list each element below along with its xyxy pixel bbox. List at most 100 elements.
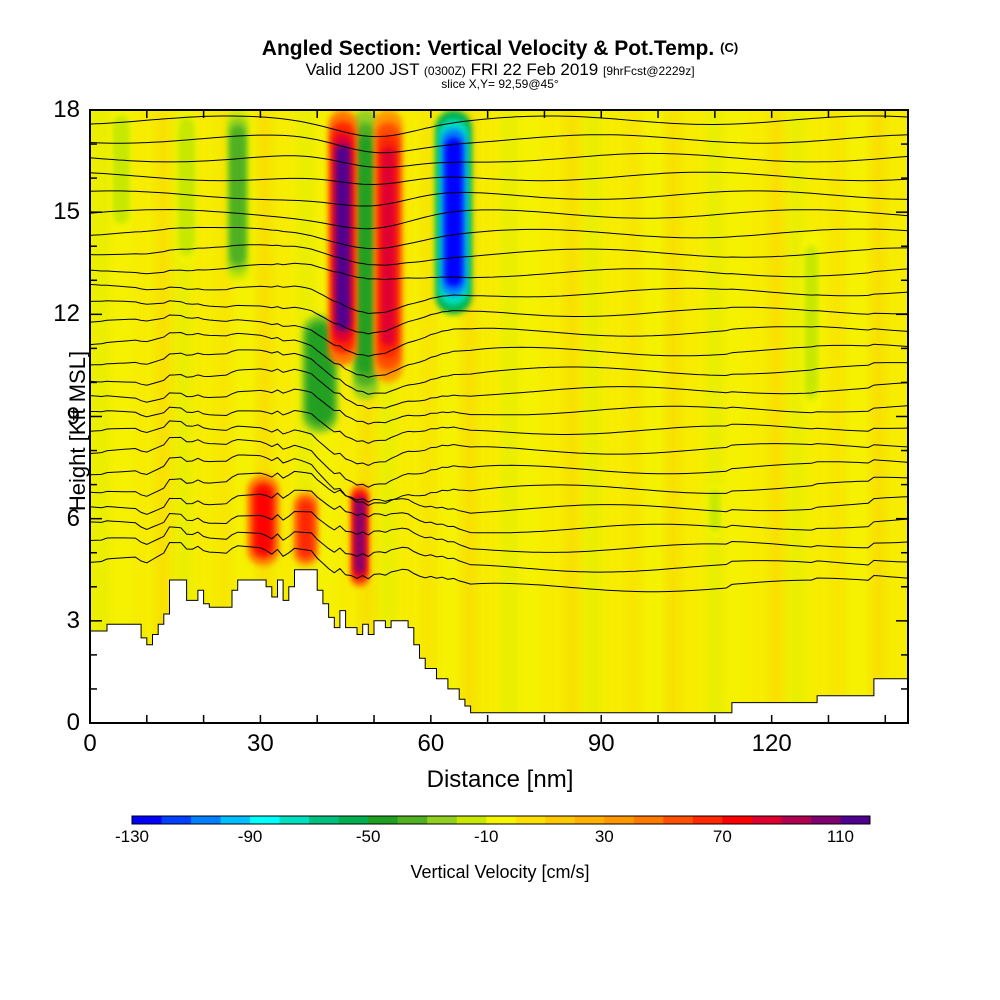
updraft-cell [335,144,350,331]
theta-contour-line [90,436,908,488]
chart-title: Angled Section: Vertical Velocity & Pot.… [0,37,1000,61]
x-tick-label: 60 [417,730,445,757]
colorbar-swatch [545,816,576,824]
texture-streak [565,110,578,723]
downdraft-cell [807,254,816,392]
colorbar-swatch [309,816,340,824]
texture-streak [197,110,210,723]
texture-streak [422,110,435,723]
colorbar-tick-label: 110 [826,827,855,846]
theta-contour-line [90,349,908,395]
texture-streak [688,110,701,723]
downdraft-cell [359,149,372,361]
colorbar-swatch [663,816,694,824]
theta-contour-line [90,454,908,506]
colorbar-label: Vertical Velocity [cm/s] [410,862,590,882]
texture-streak [136,110,149,723]
y-tick-label: 9 [66,402,80,430]
y-tick-label: 3 [66,606,80,634]
velocity-texture [95,110,905,723]
colorbar-swatch [191,816,222,824]
texture-streak [729,110,742,723]
texture-streak [504,110,517,723]
theta-contour-line [90,406,908,444]
texture-streak [586,110,599,723]
texture-streak [647,110,660,723]
texture-streak [258,110,271,723]
theta-contours [90,115,908,593]
texture-streak [627,110,640,723]
x-axis-label: Distance [nm] [426,766,574,793]
theta-contour-line [90,489,908,534]
colorbar-swatch [279,816,310,824]
theta-contour-line [90,152,908,168]
texture-streak [811,110,824,723]
theta-contour-line [90,134,908,154]
texture-streak [667,110,680,723]
x-tick-label: 90 [587,730,615,757]
downdraft-cell [232,132,243,258]
colorbar-swatch [427,816,458,824]
colorbar-swatch [161,816,192,824]
colorbar-tick-label: -50 [355,827,381,846]
texture-streak [606,110,619,723]
y-tick-label: 18 [53,96,80,123]
texture-streak [831,110,844,723]
colorbar-swatch [220,816,251,824]
downdraft-cell [116,126,126,214]
theta-contour-line [90,262,908,281]
colorbar-swatch [132,816,163,824]
subtitle-valid-time: Valid 1200 JST [305,60,420,79]
y-tick-label: 0 [66,709,80,736]
theta-contour-line [90,284,908,315]
colorbar-swatch [250,816,281,824]
colorbar-swatch [692,816,723,824]
y-tick-label: 12 [53,300,80,328]
texture-streak [524,110,537,723]
updraft-cell [299,501,313,557]
downdraft-cell [711,491,719,529]
theta-contour-line [90,226,908,250]
slice-info: slice X,Y= 92,59@45° [441,77,559,91]
colorbar-swatch [574,816,605,824]
chart-title-text: Angled Section: Vertical Velocity & Pot.… [261,37,715,60]
theta-contour-line [90,510,908,553]
texture-streak [177,110,190,723]
theta-contour-line [90,420,908,467]
theta-contour-line [90,171,908,186]
axis-ticks [89,109,908,724]
downdraft-cell [182,130,191,243]
colorbar-tick-label: 30 [594,827,614,846]
colorbar-swatch [368,816,399,824]
texture-streak [483,110,496,723]
colorbar-tick-label: -10 [473,827,499,846]
colorbar-swatch [781,816,812,824]
theta-contour-line [90,331,908,378]
theta-contour-line [90,190,908,207]
terrain [90,569,908,723]
y-tick-label: 15 [53,198,80,226]
subtitle-forecast: [9hrFcst@2229z] [602,64,695,78]
colorbar-swatch [722,816,753,824]
colorbar-swatch [810,816,841,824]
updraft-cell [381,146,396,346]
colorbar-swatch [338,816,369,824]
texture-streak [156,110,169,723]
x-tick-label: 0 [83,730,97,757]
subtitle-date: FRI 22 Feb 2019 [470,60,599,79]
colorbar [131,815,871,825]
theta-contour-line [90,368,908,410]
theta-contour-line [90,388,908,425]
colorbar-swatch [633,816,664,824]
theta-contour-line [90,526,908,573]
texture-streak [852,110,865,723]
texture-streak [749,110,762,723]
theta-contour-line [90,208,908,230]
texture-streak [545,110,558,723]
colorbar-swatch [486,816,517,824]
theta-contour-line [90,314,908,357]
updraft-cell [355,498,365,573]
colorbar-tick-label: -90 [237,827,263,846]
plot-area [90,110,908,723]
velocity-cells [112,110,821,587]
